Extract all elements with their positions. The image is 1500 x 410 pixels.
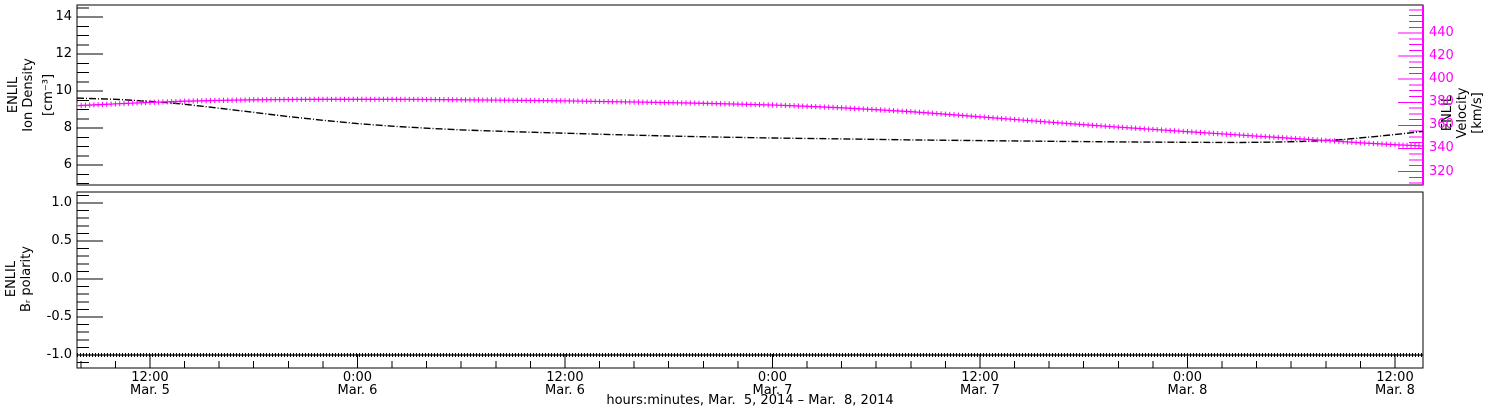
velocity-curve-markers: [77, 96, 1420, 149]
axes-group: [76, 4, 1424, 369]
bottom-panel-frame: [76, 191, 1424, 369]
density-curve: [77, 97, 1423, 144]
curves-group: [77, 96, 1423, 149]
velocity-curve: [77, 98, 1423, 147]
top-panel-frame: [76, 4, 1424, 186]
